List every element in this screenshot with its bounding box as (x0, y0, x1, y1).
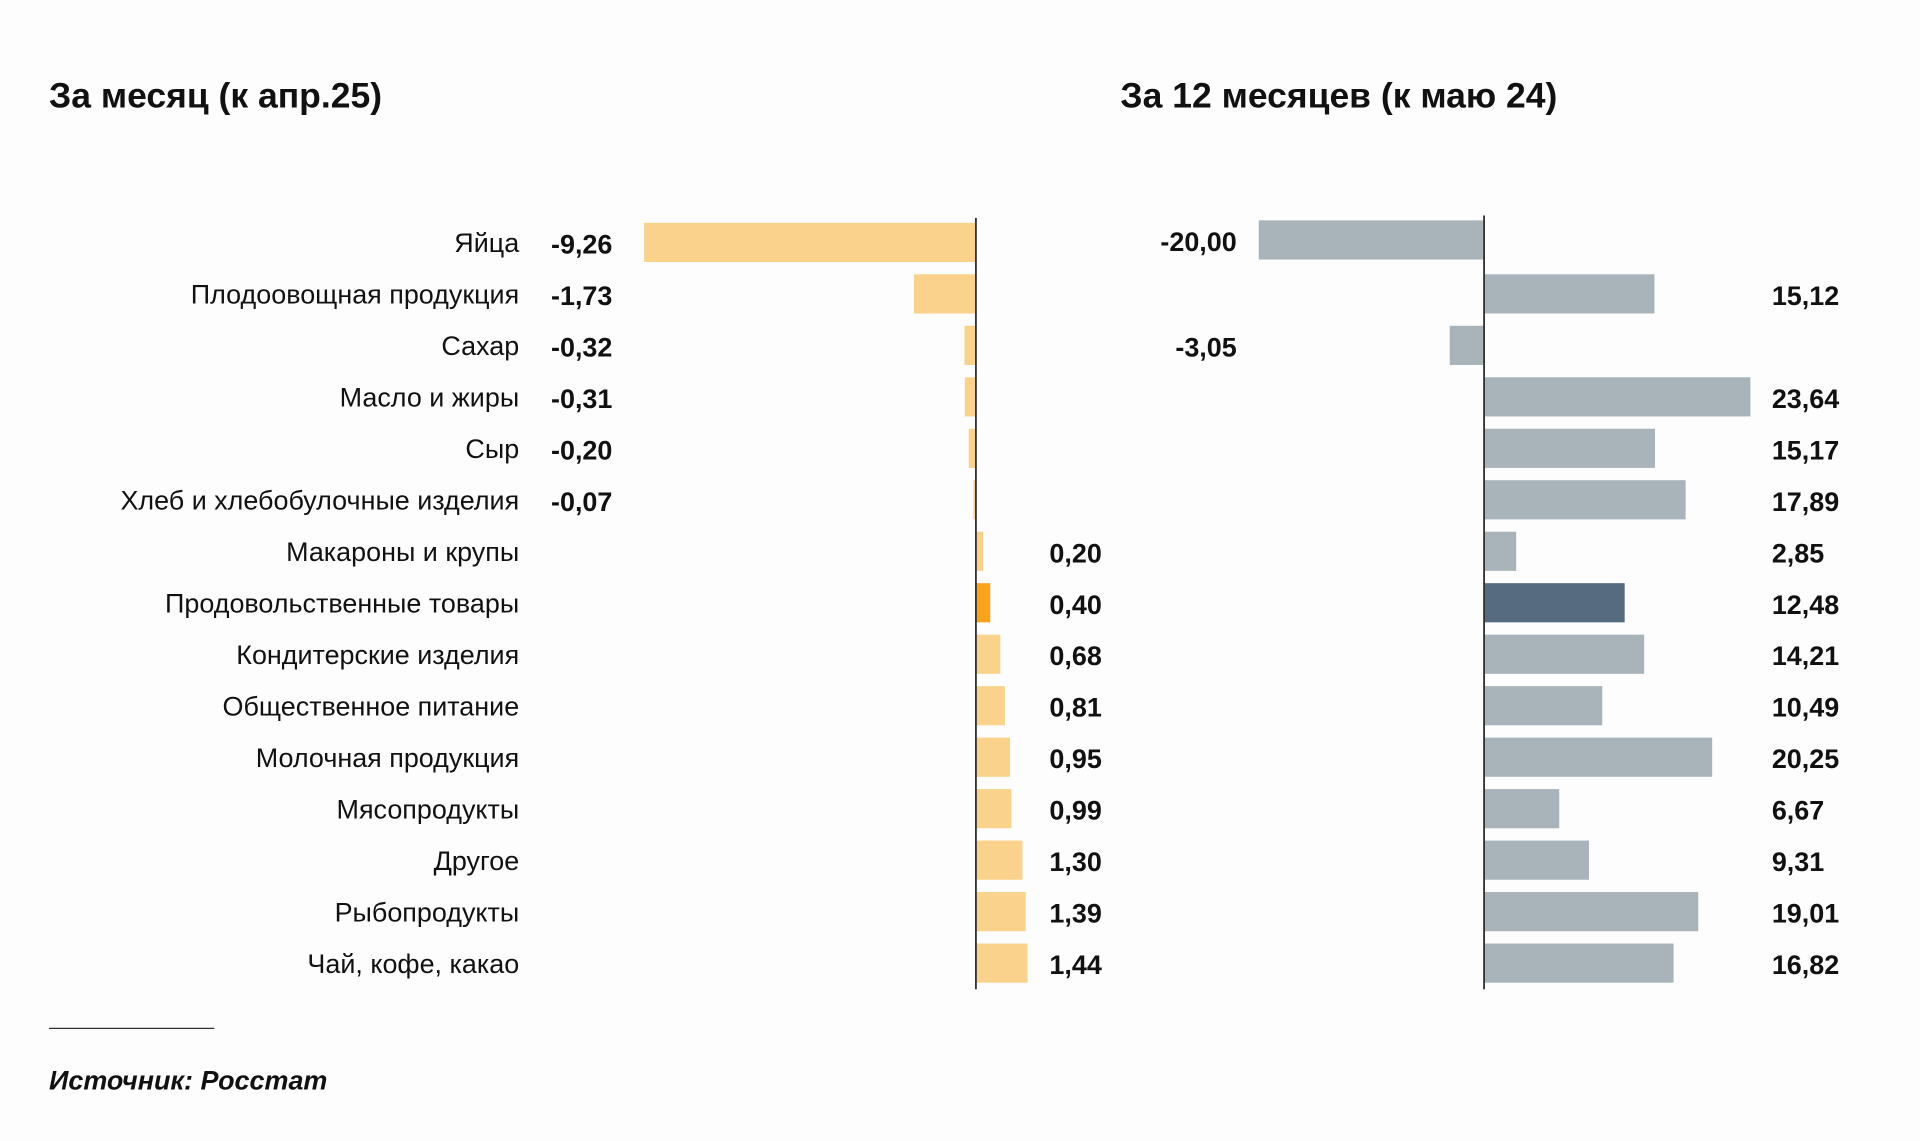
bar (1484, 789, 1560, 829)
value-label: 15,12 (1772, 281, 1839, 311)
bar (1484, 377, 1751, 417)
value-label: -1,73 (551, 281, 612, 311)
bar (975, 686, 1005, 726)
value-label: 15,17 (1772, 435, 1839, 465)
value-label: -9,26 (551, 229, 612, 259)
chart-title-monthly: За месяц (к апр.25) (49, 76, 382, 116)
category-label: Продовольственные товары (165, 589, 519, 619)
bar (973, 480, 976, 520)
category-label: Молочная продукция (256, 743, 519, 773)
value-label: 12,48 (1772, 590, 1839, 620)
bar (975, 583, 991, 623)
bar (1484, 274, 1655, 314)
bar (1484, 737, 1713, 777)
bar (1484, 686, 1603, 726)
value-label: 6,67 (1772, 796, 1824, 826)
value-label: 19,01 (1772, 899, 1839, 929)
value-label: -20,00 (1160, 227, 1236, 257)
bar (975, 943, 1028, 983)
bar (1484, 840, 1589, 880)
value-label: 14,21 (1772, 641, 1839, 671)
value-label: 1,44 (1049, 950, 1101, 980)
bar (1484, 480, 1686, 520)
bar (1258, 220, 1485, 260)
category-label: Общественное питание (223, 692, 520, 722)
category-label: Сыр (465, 434, 519, 464)
bar (975, 892, 1026, 932)
bar (644, 222, 976, 262)
bar (1484, 634, 1645, 674)
bar (913, 274, 976, 314)
bar (975, 531, 984, 571)
bar (964, 325, 976, 365)
value-label: 0,20 (1049, 538, 1101, 568)
value-label: 17,89 (1772, 487, 1839, 517)
category-label: Кондитерские изделия (236, 640, 519, 670)
bar (1484, 428, 1655, 468)
bar (1484, 583, 1625, 623)
bar (1449, 325, 1485, 365)
category-label: Плодоовощная продукция (191, 280, 519, 310)
value-label: 1,30 (1049, 847, 1101, 877)
category-label: Сахар (441, 331, 519, 361)
value-label: -0,20 (551, 435, 612, 465)
value-label: 1,39 (1049, 899, 1101, 929)
value-label: 9,31 (1772, 847, 1824, 877)
category-label: Мясопродукты (337, 794, 520, 824)
value-label: 2,85 (1772, 538, 1824, 568)
bar (1484, 531, 1517, 571)
value-label: 0,81 (1049, 693, 1101, 723)
monthly-chart: Яйца -9,26 Плодоовощная продукция -1,73 Саха… (120, 217, 1102, 990)
category-label: Рыбопродукты (335, 897, 520, 927)
bar (964, 377, 976, 417)
value-label: 0,95 (1049, 744, 1101, 774)
bar (1484, 892, 1699, 932)
chart-title-yearly: За 12 месяцев (к маю 24) (1120, 76, 1557, 116)
category-label: Хлеб и хлебобулочные изделия (120, 486, 519, 516)
value-label: -3,05 (1175, 332, 1236, 362)
value-label: -0,31 (551, 384, 612, 414)
category-label: Другое (434, 846, 520, 876)
value-label: 0,68 (1049, 641, 1101, 671)
category-label: Яйца (454, 228, 519, 258)
value-label: 23,64 (1772, 384, 1839, 414)
value-label: -0,32 (551, 332, 612, 362)
bar (975, 789, 1012, 829)
value-label: 16,82 (1772, 950, 1839, 980)
value-label: 20,25 (1772, 744, 1839, 774)
category-label: Масло и жиры (340, 383, 520, 413)
bar (975, 634, 1001, 674)
bar (1484, 943, 1674, 983)
value-label: 10,49 (1772, 693, 1839, 723)
category-label: Чай, кофе, какао (307, 949, 519, 979)
category-label: Макароны и крупы (286, 537, 519, 567)
yearly-chart: -20,00 15,12 -3,05 23,64 15,17 17,89 2,85 12,48… (1160, 215, 1839, 990)
source-note: Источник: Росстат (49, 1066, 327, 1096)
bar (975, 737, 1010, 777)
bar (975, 840, 1023, 880)
bar (968, 428, 976, 468)
value-label: -0,07 (551, 487, 612, 517)
value-label: 0,40 (1049, 590, 1101, 620)
value-label: 0,99 (1049, 796, 1101, 826)
